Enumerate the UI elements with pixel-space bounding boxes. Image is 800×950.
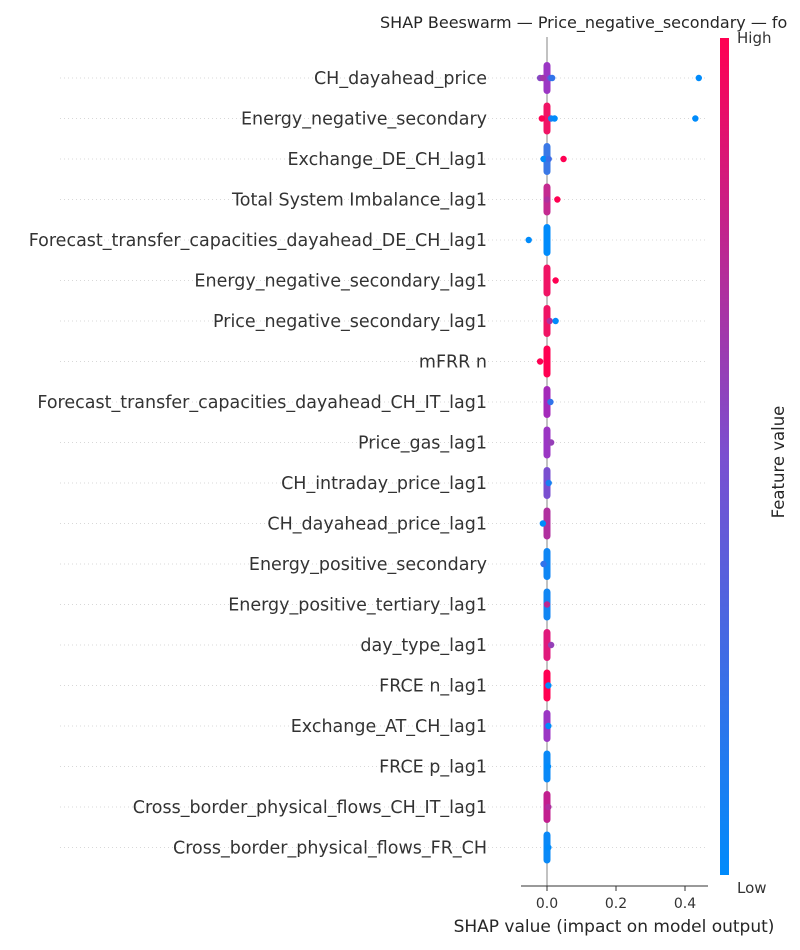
point-cluster-ch-dayahead-price: [543, 62, 551, 94]
feature-label-energy-positive-secondary: Energy_positive_secondary: [249, 555, 487, 575]
feature-label-energy-negative-secondary: Energy_negative_secondary: [241, 110, 487, 130]
shap-point-cross-border-physical-flows-ch-it-lag1-0: [545, 803, 552, 811]
shap-point-energy-negative-secondary-lag1-0: [552, 277, 559, 284]
x-tick-label: 0.4: [674, 896, 696, 912]
feature-label-exchange-de-ch-lag1: Exchange_DE_CH_lag1: [288, 150, 488, 170]
feature-label-energy-negative-secondary-lag1: Energy_negative_secondary_lag1: [194, 272, 487, 292]
colorbar-high-label: High: [737, 29, 771, 47]
shap-point-energy-negative-secondary-2: [551, 115, 558, 122]
shap-point-energy-positive-secondary-0: [540, 560, 547, 568]
feature-label-total-system-imbalance-lag1: Total System Imbalance_lag1: [231, 191, 487, 211]
shap-point-energy-negative-secondary-0: [538, 115, 546, 122]
shap-point-energy-negative-secondary-3: [692, 115, 699, 122]
feature-label-mfrr-n: mFRR n: [419, 353, 487, 373]
point-cluster-energy-negative-secondary-lag1: [543, 264, 551, 297]
shap-point-day-type-lag1-0: [547, 641, 555, 649]
x-axis-ticks: 0.0 0.2 0.4: [536, 886, 696, 912]
feature-label-ch-intraday-price-lag1: CH_intraday_price_lag1: [281, 474, 487, 494]
feature-label-energy-positive-tertiary-lag1: Energy_positive_tertiary_lag1: [228, 596, 487, 616]
shap-point-ch-dayahead-price-1: [539, 74, 547, 82]
feature-label-ch-dayahead-price: CH_dayahead_price: [314, 69, 487, 89]
colorbar: High Low Feature value: [720, 29, 788, 897]
shap-point-ch-dayahead-price-4: [695, 74, 702, 82]
shap-point-cross-border-physical-flows-fr-ch-0: [545, 844, 552, 851]
shap-point-exchange-at-ch-lag1-0: [545, 722, 552, 730]
shap-point-ch-intraday-price-lag1-0: [545, 479, 552, 487]
shap-point-ch-dayahead-price-lag1-0: [539, 520, 547, 527]
shap-point-mfrr-n-0: [536, 358, 544, 365]
x-tick-label: 0.0: [536, 896, 558, 912]
shap-point-exchange-de-ch-lag1-1: [545, 155, 552, 163]
point-cluster-day-type-lag1: [543, 629, 551, 661]
shap-point-exchange-de-ch-lag1-0: [540, 155, 547, 163]
shap-point-energy-positive-tertiary-lag1-0: [543, 601, 551, 608]
shap-point-ch-dayahead-price-3: [548, 74, 556, 82]
point-cluster-mfrr-n: [543, 345, 551, 378]
shap-point-forecast-transfer-capacities-dayahead-de-ch-lag1-0: [525, 236, 532, 244]
feature-label-cross-border-physical-flows-fr-ch: Cross_border_physical_flows_FR_CH: [173, 839, 487, 859]
point-cluster-forecast-transfer-capacities-dayahead-de-ch-lag1: [543, 224, 551, 256]
shap-point-total-system-imbalance-lag1-0: [543, 196, 551, 203]
x-axis: 0.0 0.2 0.4 SHAP value (impact on model ou…: [454, 885, 775, 937]
point-cluster-price-gas-lag1: [543, 426, 551, 459]
feature-label-day-type-lag1: day_type_lag1: [360, 636, 487, 656]
shap-point-frce-n-lag1-0: [545, 682, 552, 689]
colorbar-low-label: Low: [737, 879, 767, 897]
point-cluster-energy-negative-secondary: [543, 102, 551, 135]
feature-label-cross-border-physical-flows-ch-it-lag1: Cross_border_physical_flows_CH_IT_lag1: [133, 798, 487, 818]
point-cluster-ch-dayahead-price-lag1: [543, 507, 551, 540]
feature-label-frce-p-lag1: FRCE p_lag1: [379, 758, 487, 778]
shap-point-frce-p-lag1-0: [544, 763, 552, 770]
shap-point-price-gas-lag1-0: [547, 439, 555, 446]
feature-labels: CH_dayahead_price Energy_negative_seconda…: [29, 69, 487, 859]
x-tick-label: 0.2: [605, 896, 627, 912]
chart-title: SHAP Beeswarm — Price_negative_secondary…: [380, 13, 787, 33]
shap-point-forecast-transfer-capacities-dayahead-ch-it-lag1-0: [547, 398, 554, 406]
row-gridlines: [60, 77, 708, 848]
feature-label-price-gas-lag1: Price_gas_lag1: [358, 434, 487, 454]
point-cluster-forecast-transfer-capacities-dayahead-ch-it-lag1: [543, 386, 551, 418]
point-cluster-energy-positive-secondary: [543, 548, 551, 580]
shap-point-price-negative-secondary-lag1-1: [552, 317, 559, 325]
feature-label-price-negative-secondary-lag1: Price_negative_secondary_lag1: [213, 312, 487, 332]
shap-point-price-negative-secondary-lag1-0: [546, 317, 553, 325]
feature-label-frce-n-lag1: FRCE n_lag1: [379, 677, 487, 697]
feature-label-ch-dayahead-price-lag1: CH_dayahead_price_lag1: [267, 515, 487, 535]
colorbar-gradient: [720, 38, 729, 875]
x-axis-label: SHAP value (impact on model output): [454, 917, 775, 937]
feature-label-forecast-transfer-capacities-dayahead-de-ch-lag1: Forecast_transfer_capacities_dayahead_DE…: [29, 231, 487, 251]
colorbar-title: Feature value: [769, 406, 788, 519]
shap-point-exchange-de-ch-lag1-2: [560, 155, 567, 163]
beeswarm-points: [525, 62, 702, 864]
feature-label-exchange-at-ch-lag1: Exchange_AT_CH_lag1: [291, 717, 487, 737]
feature-label-forecast-transfer-capacities-dayahead-ch-it-lag1: Forecast_transfer_capacities_dayahead_CH…: [37, 393, 487, 413]
shap-point-total-system-imbalance-lag1-1: [554, 196, 561, 203]
